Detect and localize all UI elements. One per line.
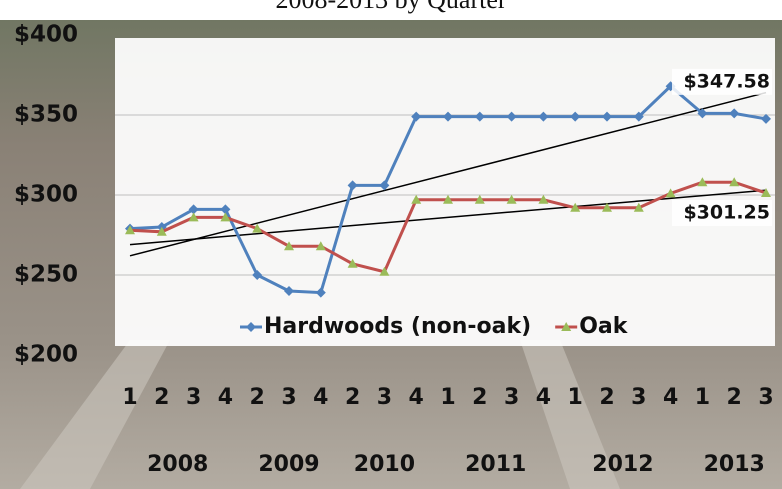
rail [20,340,170,489]
x-tick-label: 4 [409,385,424,410]
point [252,223,263,233]
point [411,111,422,122]
x-tick-label: 1 [568,385,583,410]
x-tick-label: 3 [631,385,646,410]
x-tick-label: 2 [154,385,169,410]
point [506,111,517,122]
title-band [0,0,782,20]
point [188,212,199,222]
x-tick-label: 1 [122,385,137,410]
point [570,202,581,212]
point [188,204,199,215]
point [443,111,453,122]
point [570,111,581,122]
point [284,241,294,251]
x-tick-label: 4 [536,385,551,410]
point [315,241,326,251]
y-tick-label: $400 [14,22,78,48]
point [602,111,612,122]
x-tick-label: 4 [313,385,328,410]
point [538,194,549,204]
y-tick-label: $200 [14,342,78,368]
annotation-bg [672,68,772,95]
point [125,225,135,235]
x-tick-label: 2 [345,385,360,410]
legend-label: Hardwoods (non-oak) [264,314,531,339]
point [665,188,676,198]
x-tick-label: 1 [695,385,710,410]
year-label: 2012 [592,452,653,477]
x-tick-label: 3 [281,385,296,410]
point [506,194,517,204]
y-tick-label: $250 [14,262,78,288]
x-tick-label: 2 [727,385,742,410]
year-label: 2013 [704,452,765,477]
legend-marker [246,322,256,332]
legend-label: Oak [579,314,629,339]
x-tick-label: 3 [377,385,392,410]
point [761,113,771,124]
point [538,111,549,122]
year-label: 2009 [258,452,319,477]
year-label: 2010 [354,452,415,477]
point [761,188,771,197]
point [633,111,644,122]
x-tick-label: 3 [758,385,773,410]
point [729,177,740,187]
point [379,266,390,276]
x-tick-label: 3 [504,385,519,410]
x-tick-label: 2 [599,385,614,410]
annotation-bg [672,200,772,226]
point [474,111,485,122]
point [220,204,231,215]
year-label: 2008 [147,452,208,477]
point [411,194,422,204]
point [443,194,453,204]
point [602,202,612,212]
point [284,286,294,296]
annotation: $301.25 [683,202,770,224]
legend-marker [561,322,572,331]
x-tick-label: 1 [440,385,455,410]
point [633,202,644,212]
point [729,108,740,119]
x-tick-label: 2 [250,385,265,410]
point [315,287,326,298]
point [347,258,358,268]
rail [520,340,620,489]
point [697,108,708,119]
annotation: $347.58 [683,70,770,92]
year-label: 2011 [465,452,526,477]
point [379,180,390,191]
point [220,212,231,222]
point [697,177,708,187]
point [474,194,485,204]
plot-area [115,38,775,346]
x-tick-label: 4 [218,385,233,410]
chart-title: 2008-2013 by Quarter [275,0,506,14]
point [252,270,263,280]
y-tick-label: $350 [14,102,78,128]
x-tick-label: 2 [472,385,487,410]
x-tick-label: 3 [186,385,201,410]
point [347,180,358,191]
x-tick-label: 4 [663,385,678,410]
y-tick-label: $300 [14,182,78,208]
point [156,226,167,236]
